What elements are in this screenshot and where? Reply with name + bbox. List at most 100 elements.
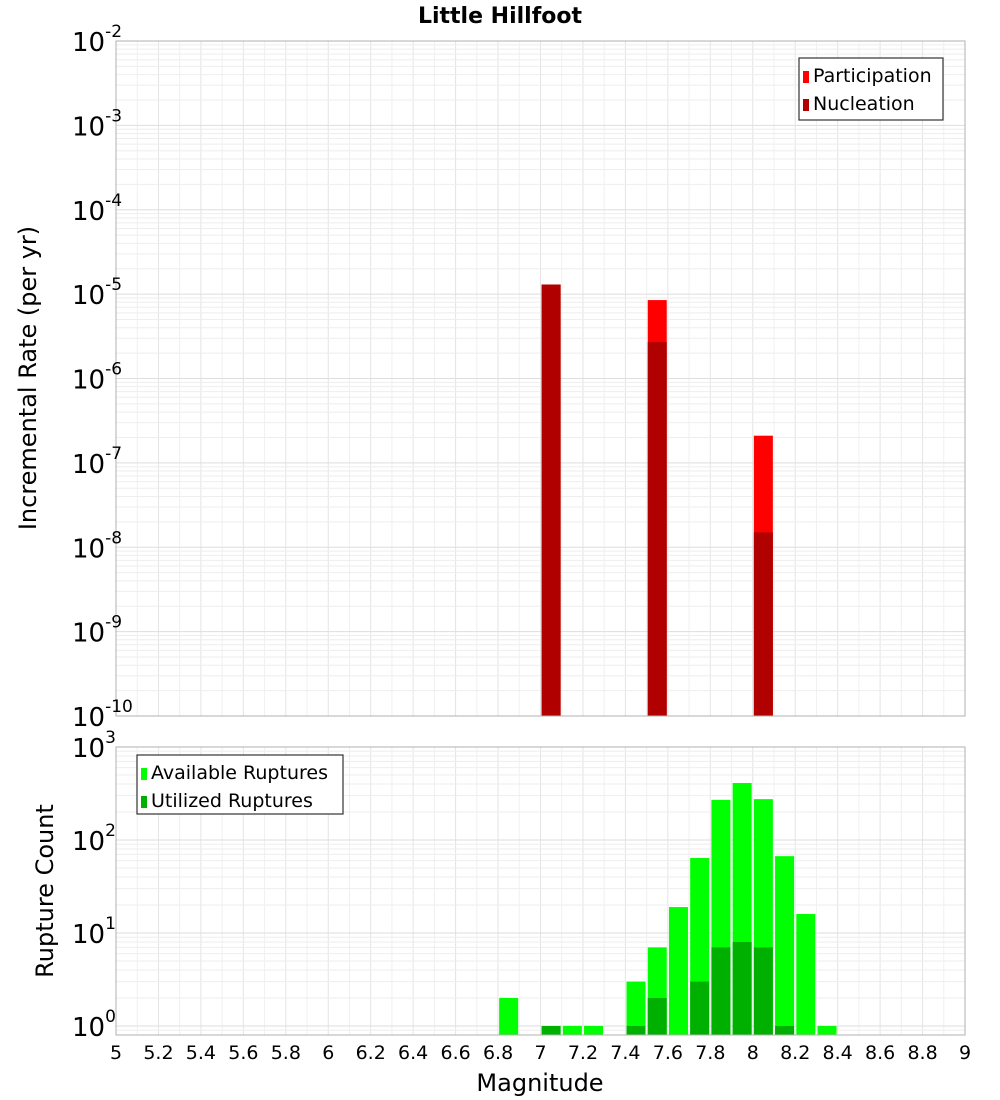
- legend: Participation Nucleation: [798, 57, 944, 121]
- x-tick-label: 8.6: [865, 1042, 895, 1064]
- utilized-ruptures-bar: [711, 947, 731, 1035]
- y-tick-base: 10: [72, 450, 105, 480]
- x-tick-label: 8.2: [780, 1042, 810, 1064]
- y-tick-base: 10: [72, 281, 105, 311]
- y-tick-base: 10: [72, 619, 105, 649]
- nucleation-bar: [541, 284, 561, 716]
- x-tick-label: 7.6: [653, 1042, 683, 1064]
- x-tick-label: 5.4: [186, 1042, 216, 1064]
- utilized-ruptures-bar: [753, 947, 773, 1035]
- x-tick-label: 6: [322, 1042, 334, 1064]
- x-tick-label: 8: [747, 1042, 759, 1064]
- x-tick-label: 5.2: [143, 1042, 173, 1064]
- x-tick-label: 5.8: [271, 1042, 301, 1064]
- y-tick-base: 10: [72, 112, 105, 142]
- legend-label: Available Ruptures: [151, 762, 328, 784]
- y-tick-base: 10: [72, 197, 105, 227]
- legend-label: Nucleation: [813, 93, 915, 115]
- y-tick-label: 10-2: [72, 22, 122, 58]
- y-tick-base: 10: [72, 1013, 105, 1043]
- utilized-ruptures-bar: [541, 1025, 561, 1035]
- x-tick-label: 8.8: [907, 1042, 937, 1064]
- y-tick-label: 101: [72, 914, 116, 950]
- x-tick-label: 9: [959, 1042, 971, 1064]
- available-ruptures-bar: [668, 907, 688, 1035]
- legend-swatch: [141, 796, 147, 808]
- available-ruptures-bar: [626, 981, 646, 1035]
- nucleation-bar: [647, 342, 667, 716]
- utilized-ruptures-bar: [690, 981, 710, 1035]
- legend-swatch: [141, 768, 147, 780]
- y-tick-label: 10-5: [72, 275, 122, 311]
- y-tick-base: 10: [72, 366, 105, 396]
- utilized-ruptures-bar: [626, 1025, 646, 1035]
- y-tick-exponent: -7: [105, 444, 122, 464]
- y-tick-exponent: 3: [105, 728, 116, 748]
- y-tick-exponent: -10: [105, 697, 133, 717]
- y-tick-base: 10: [72, 28, 105, 58]
- utilized-ruptures-bar: [647, 997, 667, 1035]
- y-tick-label: 103: [72, 728, 116, 764]
- legend-box: [798, 57, 944, 121]
- y-tick-base: 10: [72, 827, 105, 857]
- plot-border: [115, 746, 966, 1036]
- legend-swatch: [803, 99, 809, 111]
- y-tick-label: 10-8: [72, 528, 122, 564]
- y-tick-exponent: -2: [105, 22, 122, 42]
- y-tick-label: 102: [72, 821, 116, 857]
- available-ruptures-bar: [584, 1025, 604, 1035]
- available-ruptures-bar: [817, 1025, 837, 1035]
- available-ruptures-bar: [499, 997, 519, 1035]
- y-tick-label: 10-7: [72, 444, 122, 480]
- legend-label: Utilized Ruptures: [151, 790, 313, 812]
- y-axis-label: Rupture Count: [31, 804, 59, 978]
- y-tick-label: 10-6: [72, 360, 122, 396]
- x-tick-label: 6.6: [440, 1042, 470, 1064]
- x-tick-label: 7.2: [568, 1042, 598, 1064]
- y-tick-exponent: -3: [105, 106, 122, 126]
- utilized-ruptures-bar: [775, 1025, 795, 1035]
- legend: Available Ruptures Utilized Ruptures: [136, 754, 344, 815]
- y-tick-exponent: -5: [105, 275, 122, 295]
- y-tick-exponent: -9: [105, 613, 122, 633]
- x-tick-label: 7.8: [695, 1042, 725, 1064]
- y-tick-label: 10-4: [72, 191, 122, 227]
- x-tick-label: 6.4: [398, 1042, 428, 1064]
- x-tick-label: 8.4: [823, 1042, 853, 1064]
- x-axis-label: Magnitude: [476, 1069, 603, 1097]
- y-tick-exponent: 1: [105, 914, 116, 934]
- y-tick-label: 10-3: [72, 106, 122, 142]
- x-tick-label: 6.2: [356, 1042, 386, 1064]
- x-tick-label: 7: [534, 1042, 546, 1064]
- plot-border: [115, 40, 966, 717]
- available-ruptures-bar: [796, 914, 816, 1035]
- y-tick-label: 100: [72, 1007, 116, 1043]
- y-tick-exponent: 2: [105, 821, 116, 841]
- x-tick-label: 6.8: [483, 1042, 513, 1064]
- legend-box: [136, 754, 344, 815]
- y-tick-label: 10-9: [72, 613, 122, 649]
- x-tick-label: 5: [110, 1042, 122, 1064]
- nucleation-bar: [753, 532, 773, 716]
- y-tick-base: 10: [72, 920, 105, 950]
- utilized-ruptures-bar: [732, 942, 752, 1035]
- panel-rate: 10-1010-910-810-710-610-510-410-310-2Inc…: [14, 22, 966, 733]
- y-tick-base: 10: [72, 703, 105, 733]
- chart-title: Little Hillfoot: [418, 4, 583, 29]
- y-tick-exponent: -4: [105, 191, 122, 211]
- y-tick-base: 10: [72, 534, 105, 564]
- y-tick-exponent: -8: [105, 528, 122, 548]
- y-tick-base: 10: [72, 734, 105, 764]
- y-tick-exponent: -6: [105, 360, 122, 380]
- x-tick-label: 7.4: [610, 1042, 640, 1064]
- y-tick-label: 10-10: [72, 697, 133, 733]
- y-axis-label: Incremental Rate (per yr): [14, 226, 42, 530]
- available-ruptures-bar: [562, 1025, 582, 1035]
- legend-swatch: [803, 71, 809, 83]
- legend-label: Participation: [813, 65, 932, 87]
- x-tick-label: 5.6: [228, 1042, 258, 1064]
- y-tick-exponent: 0: [105, 1007, 116, 1027]
- available-ruptures-bar: [775, 856, 795, 1035]
